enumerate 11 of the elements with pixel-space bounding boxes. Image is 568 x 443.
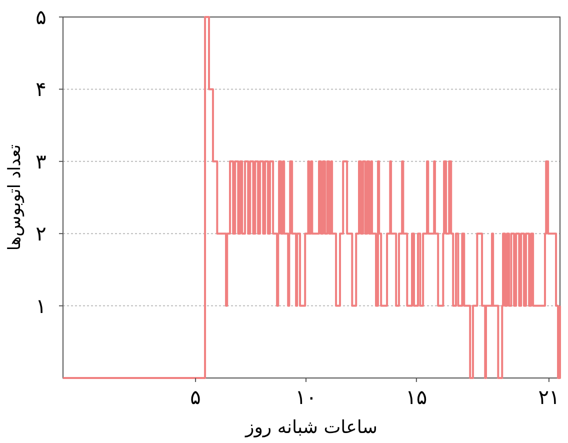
y-tick-label: ۲ bbox=[36, 222, 46, 246]
y-tick-label: ۵ bbox=[36, 5, 46, 29]
x-axis-title: ساعات شبانه روز bbox=[244, 417, 378, 438]
y-tick-label: ۴ bbox=[36, 77, 46, 102]
y-tick-label: ۳ bbox=[36, 149, 47, 174]
x-tick-label: ۲۱ bbox=[538, 385, 560, 409]
y-axis-title: تعداد اتوبوس‌ها bbox=[5, 144, 25, 251]
x-tick-label: ۱۰ bbox=[295, 385, 317, 409]
y-tick-label: ۱ bbox=[36, 294, 46, 318]
x-tick-label: ۱۵ bbox=[406, 385, 428, 409]
x-tick-label: ۵ bbox=[190, 385, 201, 409]
